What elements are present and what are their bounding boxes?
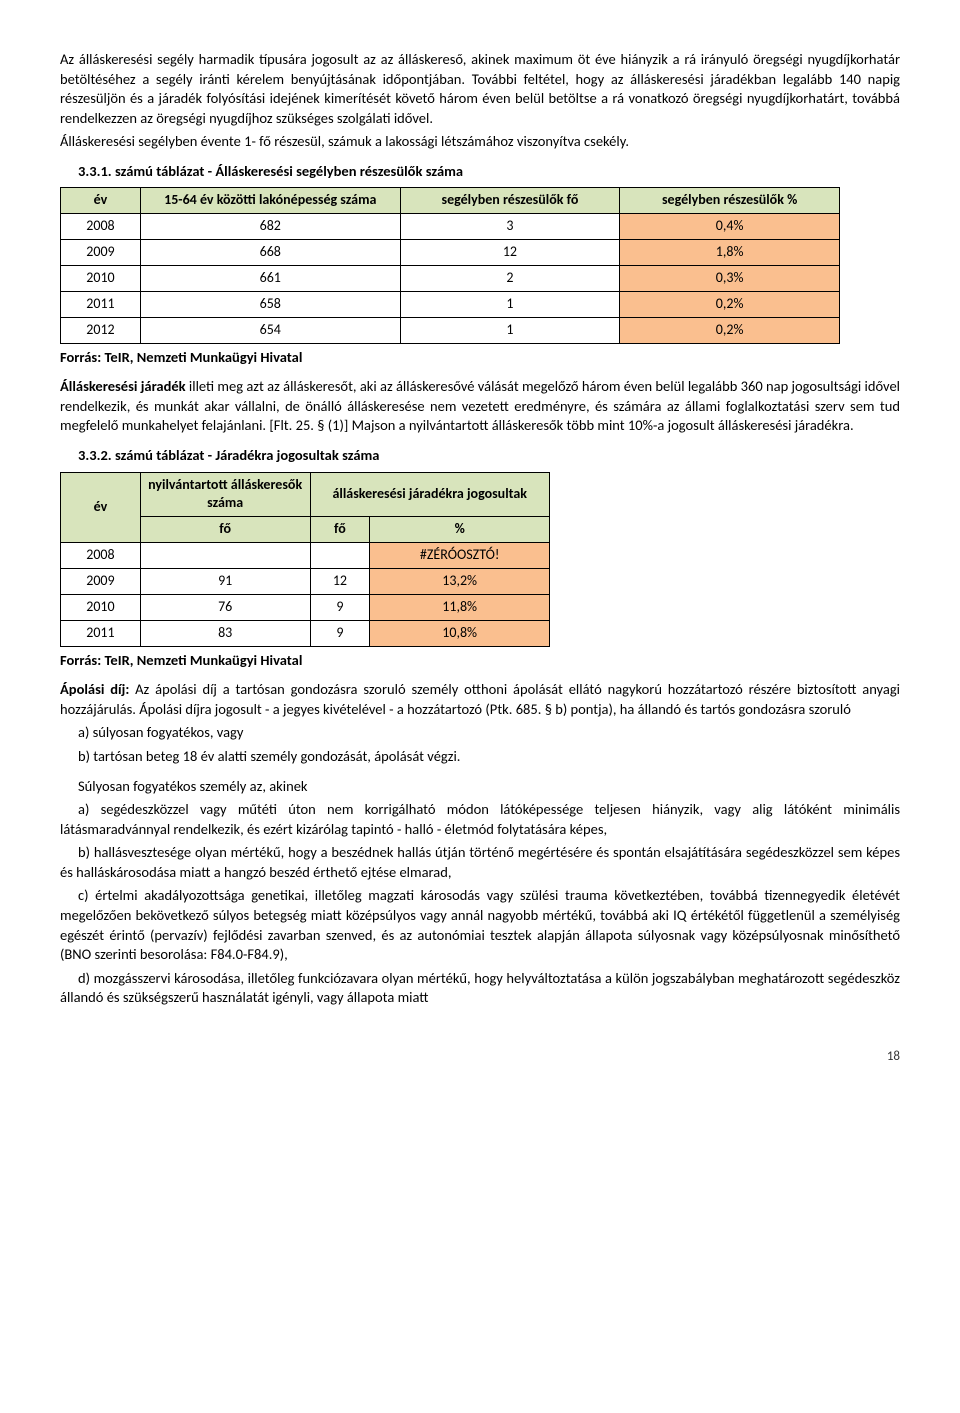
table-row: 201265410,2% xyxy=(61,317,840,343)
cell-ev: 2010 xyxy=(61,594,141,620)
cell-fo: 9 xyxy=(310,620,370,646)
cell-lakon: 682 xyxy=(140,214,400,240)
table-row: 2008 #ZÉRÓOSZTÓ! xyxy=(61,543,550,569)
cell-nyilv xyxy=(140,543,310,569)
table-row: 201066120,3% xyxy=(61,266,840,292)
cell-pct: 11,8% xyxy=(370,594,550,620)
sulyos-intro: Súlyosan fogyatékos személy az, akinek xyxy=(60,777,900,797)
cell-pct: #ZÉRÓOSZTÓ! xyxy=(370,543,550,569)
th-lakon: 15-64 év közötti lakónépesség száma xyxy=(140,188,400,214)
cell-lakon: 661 xyxy=(140,266,400,292)
table-332: év nyilvántartott álláskeresők száma áll… xyxy=(60,472,550,647)
apolasi-label: Ápolási díj: xyxy=(60,680,129,698)
sulyos-a: a) segédeszközzel vagy műtéti úton nem k… xyxy=(60,800,900,839)
th-ev: év xyxy=(61,188,141,214)
cell-ev: 2008 xyxy=(61,214,141,240)
th2-fo2: fő xyxy=(310,517,370,543)
cell-ev: 2011 xyxy=(61,620,141,646)
cell-fo: 1 xyxy=(400,317,620,343)
cell-fo: 2 xyxy=(400,266,620,292)
apolasi-body: Az ápolási díj a tartósan gondozásra szo… xyxy=(60,680,900,718)
cell-pct: 0,3% xyxy=(620,266,840,292)
cell-fo: 12 xyxy=(310,569,370,595)
table-row: 201076911,8% xyxy=(61,594,550,620)
cell-pct: 0,2% xyxy=(620,317,840,343)
jaradek-rest: illeti meg azt az álláskeresőt, aki az á… xyxy=(60,377,900,434)
cell-lakon: 658 xyxy=(140,291,400,317)
sulyos-d: d) mozgásszervi károsodása, illetőleg fu… xyxy=(60,969,900,1008)
cell-ev: 2012 xyxy=(61,317,141,343)
table2-source: Forrás: TeIR, Nemzeti Munkaügyi Hivatal xyxy=(60,651,900,671)
table-row: 201165810,2% xyxy=(61,291,840,317)
cell-fo: 12 xyxy=(400,240,620,266)
sulyos-b: b) hallásvesztesége olyan mértékű, hogy … xyxy=(60,843,900,882)
sulyos-c: c) értelmi akadályozottsága genetikai, i… xyxy=(60,886,900,964)
table2-title: 3.3.2. számú táblázat - Járadékra jogosu… xyxy=(78,446,900,466)
cell-pct: 13,2% xyxy=(370,569,550,595)
cell-ev: 2011 xyxy=(61,291,141,317)
cell-nyilv: 76 xyxy=(140,594,310,620)
cell-ev: 2010 xyxy=(61,266,141,292)
th-fo: segélyben részesülők fő xyxy=(400,188,620,214)
cell-nyilv: 83 xyxy=(140,620,310,646)
paragraph-jaradek: Álláskeresési járadék illeti meg azt az … xyxy=(60,377,900,436)
th2-fo1: fő xyxy=(140,517,310,543)
cell-pct: 10,8% xyxy=(370,620,550,646)
table-row: 200868230,4% xyxy=(61,214,840,240)
cell-fo: 3 xyxy=(400,214,620,240)
cell-pct: 0,4% xyxy=(620,214,840,240)
table-331: év 15-64 év közötti lakónépesség száma s… xyxy=(60,187,840,343)
table1-source: Forrás: TeIR, Nemzeti Munkaügyi Hivatal xyxy=(60,348,900,368)
table-row: 2009911213,2% xyxy=(61,569,550,595)
cell-nyilv: 91 xyxy=(140,569,310,595)
cell-ev: 2009 xyxy=(61,569,141,595)
th2-jarad: álláskeresési járadékra jogosultak xyxy=(310,472,550,517)
jaradek-bold: Álláskeresési járadék xyxy=(60,377,186,395)
apolasi-paragraph: Ápolási díj: Az ápolási díj a tartósan g… xyxy=(60,680,900,719)
cell-fo xyxy=(310,543,370,569)
cell-pct: 1,8% xyxy=(620,240,840,266)
cell-lakon: 668 xyxy=(140,240,400,266)
paragraph-note: Álláskeresési segélyben évente 1- fő rés… xyxy=(60,132,900,152)
page-number: 18 xyxy=(60,1048,900,1066)
list-item-a: a) súlyosan fogyatékos, vagy xyxy=(60,723,900,743)
th2-ev: év xyxy=(61,472,141,543)
table1-title: 3.3.1. számú táblázat - Álláskeresési se… xyxy=(78,162,900,182)
cell-lakon: 654 xyxy=(140,317,400,343)
cell-pct: 0,2% xyxy=(620,291,840,317)
th2-nyilv: nyilvántartott álláskeresők száma xyxy=(140,472,310,517)
cell-ev: 2009 xyxy=(61,240,141,266)
table-row: 201183910,8% xyxy=(61,620,550,646)
th2-pct: % xyxy=(370,517,550,543)
th-pct: segélyben részesülők % xyxy=(620,188,840,214)
cell-ev: 2008 xyxy=(61,543,141,569)
table-row: 2009668121,8% xyxy=(61,240,840,266)
cell-fo: 1 xyxy=(400,291,620,317)
paragraph-intro: Az álláskeresési segély harmadik típusár… xyxy=(60,50,900,128)
cell-fo: 9 xyxy=(310,594,370,620)
list-item-b: b) tartósan beteg 18 év alatti személy g… xyxy=(60,747,900,767)
